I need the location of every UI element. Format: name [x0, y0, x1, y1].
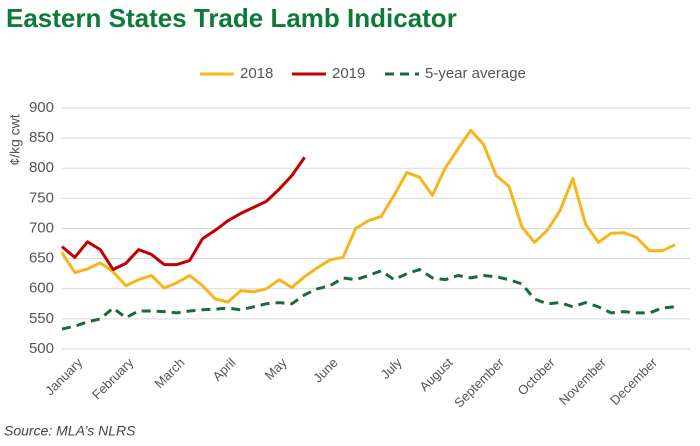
y-tick-label: 900 [29, 99, 54, 116]
x-tick-label: September [451, 354, 507, 410]
source-note: Source: MLA’s NLRS [4, 423, 136, 439]
y-tick-label: 700 [29, 219, 54, 236]
y-axis-label: ¢/kg cwt [7, 114, 23, 165]
x-tick-label: August [416, 355, 455, 394]
x-tick-label: July [378, 355, 405, 382]
x-tick-label: June [310, 355, 341, 386]
y-tick-label: 550 [29, 310, 54, 327]
y-tick-label: 800 [29, 159, 54, 176]
y-tick-label: 850 [29, 129, 54, 146]
x-tick-label: October [515, 354, 559, 398]
x-tick-label: December [607, 354, 660, 407]
legend-label: 5-year average [425, 65, 526, 82]
x-tick-label: May [262, 355, 290, 383]
x-tick-label: March [151, 355, 187, 391]
series-line [61, 156, 306, 271]
y-tick-label: 500 [29, 340, 54, 357]
y-tick-label: 750 [29, 189, 54, 206]
x-tick-label: January [42, 355, 86, 399]
x-tick-label: February [89, 355, 137, 403]
chart-title: Eastern States Trade Lamb Indicator [6, 3, 457, 33]
x-tick-label: April [210, 355, 239, 384]
x-tick-label: November [556, 354, 609, 407]
series-line [60, 128, 676, 304]
y-tick-label: 600 [29, 280, 54, 297]
series-line [61, 268, 676, 331]
y-tick-label: 650 [29, 250, 54, 267]
legend-label: 2019 [332, 65, 365, 82]
legend-label: 2018 [240, 65, 273, 82]
